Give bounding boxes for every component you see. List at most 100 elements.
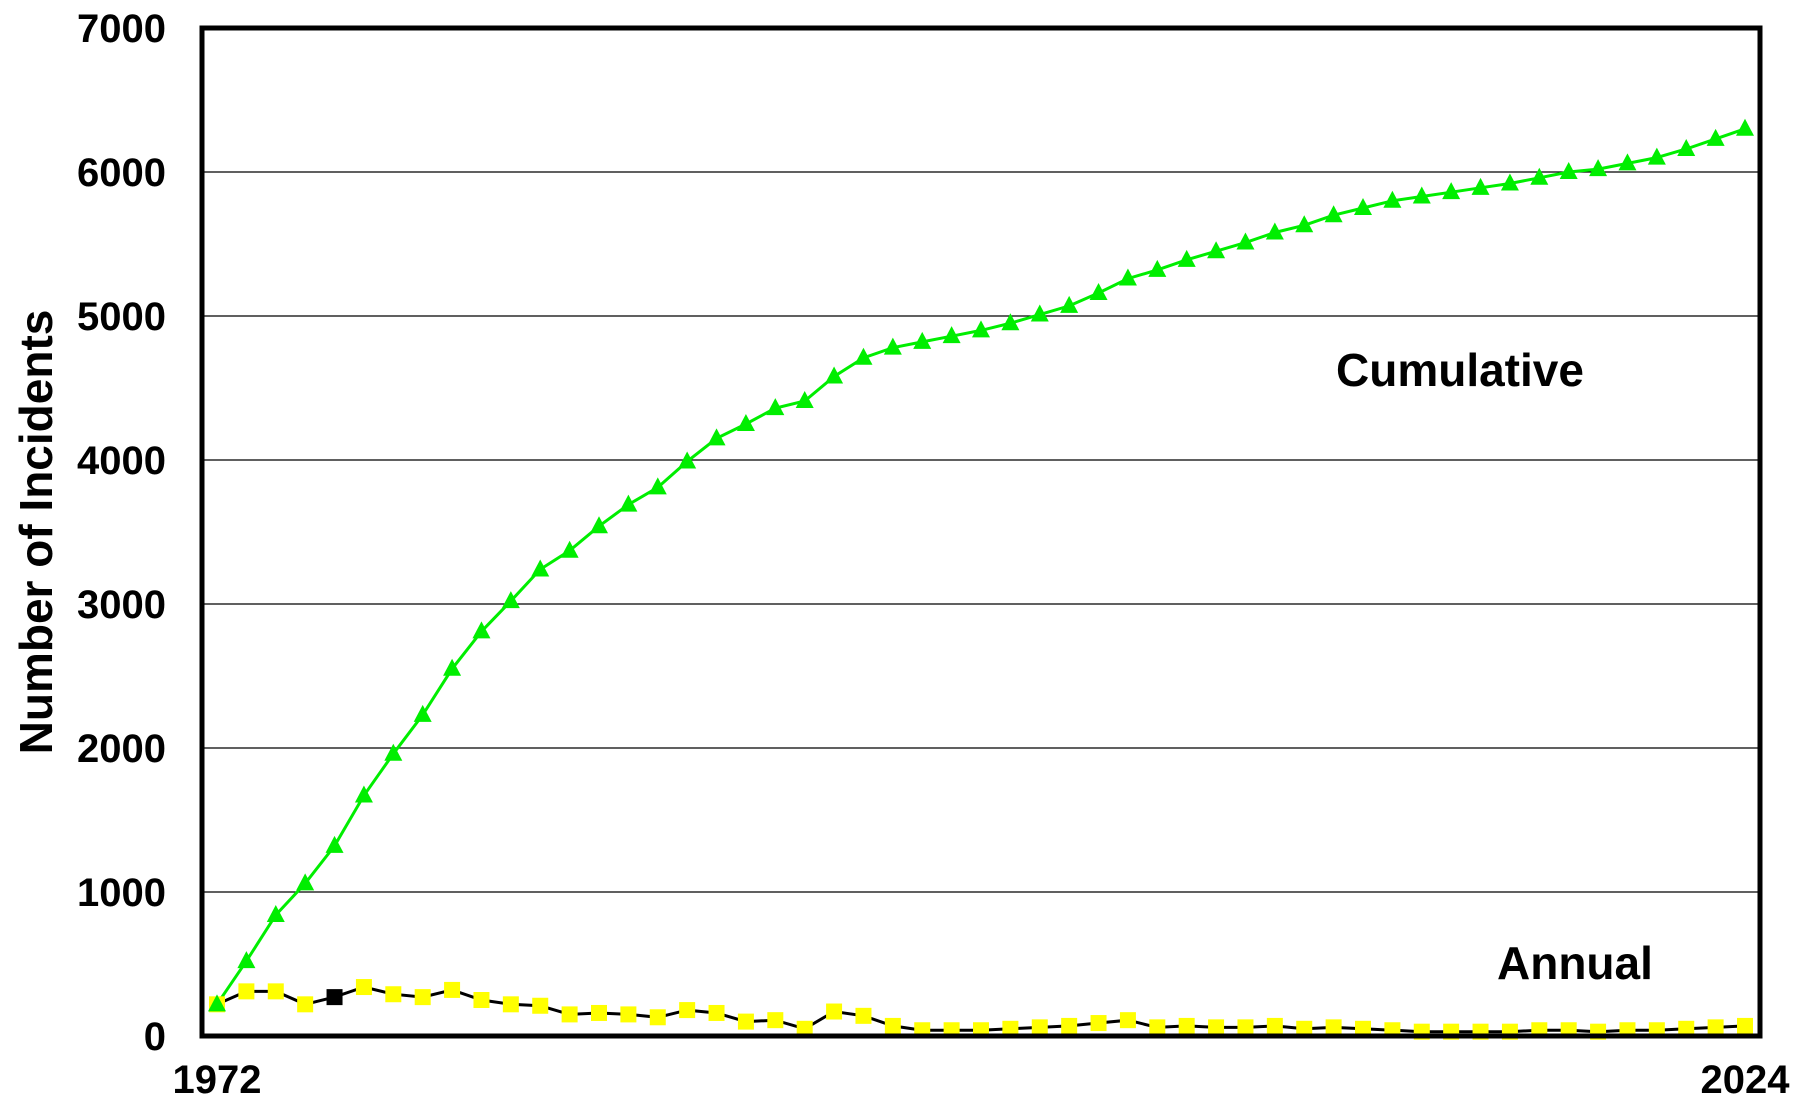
annual-point bbox=[1031, 1019, 1048, 1036]
annual-point bbox=[1355, 1020, 1371, 1037]
cumulative-point bbox=[1412, 186, 1431, 204]
cumulative-point bbox=[1647, 147, 1666, 165]
annual-point bbox=[1325, 1019, 1342, 1036]
annual-point bbox=[238, 983, 255, 1000]
annual-point bbox=[326, 989, 343, 1006]
cumulative-point bbox=[1148, 259, 1167, 277]
cumulative-point bbox=[354, 785, 373, 803]
cumulative-point bbox=[678, 451, 697, 469]
cumulative-point bbox=[560, 540, 579, 558]
cumulative-point bbox=[1471, 177, 1490, 195]
y-tick-label: 6000 bbox=[77, 151, 166, 195]
cumulative-point bbox=[208, 994, 226, 1012]
cumulative-point bbox=[972, 320, 990, 338]
cumulative-point bbox=[1060, 295, 1079, 313]
cumulative-point bbox=[296, 873, 315, 891]
cumulative-point bbox=[1500, 173, 1519, 191]
cumulative-point bbox=[1089, 282, 1108, 300]
annual-point bbox=[767, 1012, 784, 1029]
y-tick-label: 1000 bbox=[77, 871, 166, 915]
cumulative-point bbox=[1118, 268, 1137, 286]
y-tick-label: 3000 bbox=[77, 583, 166, 627]
cumulative-point bbox=[854, 347, 873, 365]
annual-point bbox=[1296, 1020, 1313, 1037]
cumulative-point bbox=[1589, 159, 1608, 177]
annual-point bbox=[1737, 1017, 1753, 1034]
annual-point bbox=[708, 1004, 725, 1021]
y-tick-label: 7000 bbox=[77, 7, 166, 51]
cumulative-point bbox=[1559, 162, 1578, 179]
cumulative-point bbox=[1677, 138, 1696, 156]
annual-point bbox=[385, 986, 402, 1003]
x-tick-label: 2024 bbox=[1701, 1058, 1791, 1099]
annual-point bbox=[1237, 1019, 1254, 1036]
cumulative-point bbox=[413, 704, 432, 722]
cumulative-point bbox=[913, 331, 932, 349]
annual-point bbox=[1002, 1020, 1019, 1037]
y-tick-label: 2000 bbox=[77, 727, 166, 771]
plot-frame bbox=[199, 25, 1763, 1039]
annual-point bbox=[1707, 1019, 1724, 1036]
cumulative-point bbox=[384, 743, 403, 761]
annual-point bbox=[1119, 1012, 1136, 1029]
annual-point bbox=[297, 996, 314, 1013]
annual-point bbox=[826, 1003, 843, 1020]
cumulative-point bbox=[1530, 167, 1549, 185]
annual-point bbox=[649, 1009, 666, 1026]
cumulative-point bbox=[883, 337, 902, 355]
annual-point bbox=[855, 1007, 872, 1024]
cumulative-point bbox=[266, 905, 285, 923]
y-tick-label: 4000 bbox=[77, 439, 166, 483]
cumulative-point bbox=[1295, 215, 1314, 233]
cumulative-point bbox=[237, 951, 256, 969]
gridlines bbox=[202, 171, 1760, 893]
annual-point bbox=[737, 1013, 754, 1030]
annual-point bbox=[473, 992, 490, 1008]
annual-point bbox=[796, 1020, 813, 1037]
annual-point bbox=[532, 997, 549, 1014]
annual-point bbox=[1178, 1017, 1195, 1034]
cumulative-point bbox=[619, 494, 638, 512]
annual-point bbox=[1061, 1017, 1078, 1034]
annual-point bbox=[679, 1002, 696, 1019]
y-tick-label: 0 bbox=[144, 1015, 166, 1059]
cumulative-point bbox=[1736, 118, 1754, 136]
annual-point bbox=[267, 983, 284, 1000]
cumulative-point bbox=[443, 658, 462, 676]
annual-point bbox=[502, 996, 519, 1013]
annual-point bbox=[620, 1006, 637, 1023]
annual-point bbox=[561, 1006, 578, 1023]
cumulative-point bbox=[1354, 198, 1372, 215]
annual-point bbox=[1266, 1017, 1283, 1034]
cumulative-point bbox=[766, 398, 785, 416]
series-label-annual: Annual bbox=[1497, 937, 1653, 989]
annual-point bbox=[1090, 1015, 1107, 1032]
annual-point bbox=[591, 1004, 607, 1021]
annual-point bbox=[414, 989, 431, 1006]
cumulative-point bbox=[1030, 304, 1049, 322]
series-label-cumulative: Cumulative bbox=[1336, 344, 1584, 396]
x-axis-tick-labels: 1972 2024 bbox=[173, 1058, 1791, 1099]
cumulative-point bbox=[825, 366, 844, 384]
cumulative-point bbox=[1618, 153, 1637, 171]
y-axis-tick-labels: 0 1000 2000 3000 4000 5000 6000 7000 bbox=[77, 7, 166, 1059]
y-axis-title: Number of Incidents bbox=[10, 310, 62, 755]
x-tick-label: 1972 bbox=[173, 1058, 262, 1099]
cumulative-point bbox=[1383, 190, 1402, 208]
cumulative-point bbox=[472, 621, 491, 639]
annual-point bbox=[1149, 1019, 1166, 1036]
annual-point bbox=[355, 979, 372, 996]
series-markers bbox=[208, 118, 1754, 1040]
cumulative-point bbox=[942, 326, 961, 344]
cumulative-point bbox=[736, 414, 755, 431]
annual-point bbox=[444, 981, 461, 998]
cumulative-point bbox=[1207, 241, 1226, 259]
cumulative-point bbox=[648, 477, 667, 495]
cumulative-point bbox=[1177, 249, 1196, 267]
y-tick-label: 5000 bbox=[77, 295, 166, 339]
cumulative-point bbox=[707, 428, 726, 446]
annual-point bbox=[884, 1017, 901, 1034]
cumulative-point bbox=[795, 390, 814, 408]
